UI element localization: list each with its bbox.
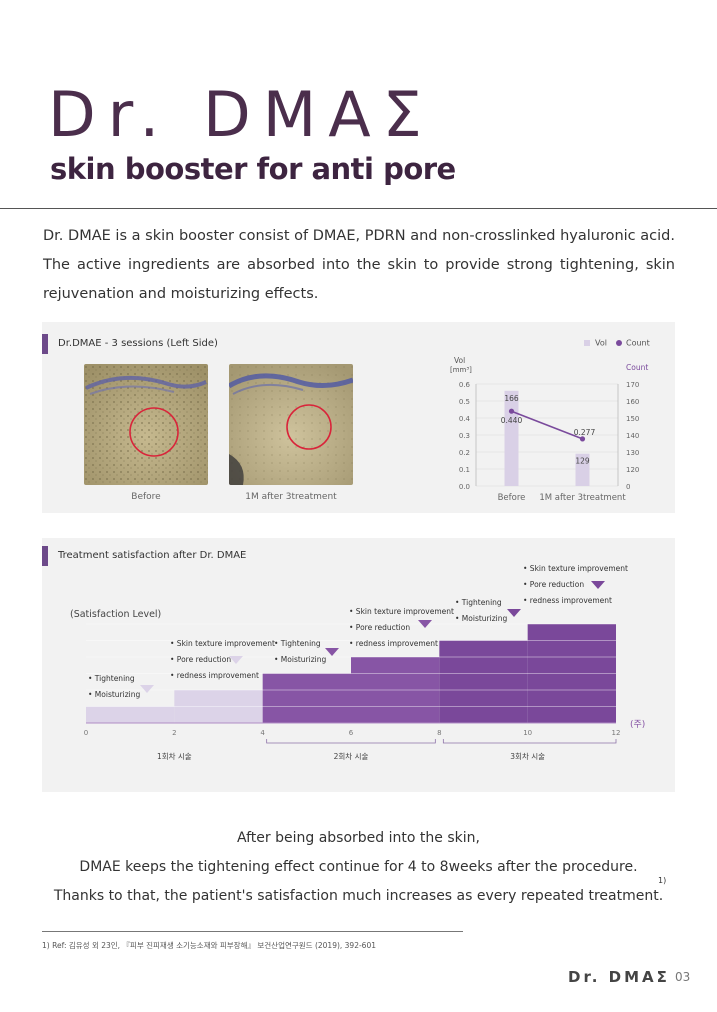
x-axis-unit: (주) — [630, 719, 645, 730]
x-tick-label: 10 — [523, 729, 532, 737]
annotation-item: • redness improvement — [523, 596, 612, 605]
annotation-item: • Tightening — [455, 598, 502, 607]
x-tick-label: 8 — [437, 729, 441, 737]
closing-line-2: DMAE keeps the tightening effect continu… — [79, 859, 638, 875]
session-label: 1회차 시술 — [157, 752, 192, 761]
annotation-item: • Tightening — [274, 639, 321, 648]
y-axis-label: Vol — [454, 356, 465, 365]
y-tick-label: 0.6 — [459, 381, 471, 389]
x-tick-label: 1M after 3treatment — [539, 493, 626, 503]
footnote: 1) Ref: 김유성 외 23인, 『피부 진피재생 소기능소재와 피부장해』… — [42, 941, 376, 950]
y-axis-label-unit: [mm³] — [450, 366, 472, 374]
sessions-panel: Dr.DMAE - 3 sessions (Left Side) Before — [42, 322, 675, 513]
annotation-item: • Skin texture improvement — [170, 639, 275, 648]
annotation-marker — [418, 620, 432, 628]
x-tick-label: 12 — [612, 729, 621, 737]
count-data-label: 166 — [504, 394, 519, 403]
y2-tick-label: 150 — [626, 415, 639, 423]
session-label: 2회차 시술 — [334, 752, 369, 761]
x-tick-label: 6 — [349, 729, 354, 737]
annotation-item: • redness improvement — [349, 639, 438, 648]
annotation-marker — [507, 609, 521, 617]
panel-accent-bar — [42, 334, 48, 354]
y-tick-label: 0.0 — [459, 483, 470, 491]
annotation-item: • Moisturizing — [455, 614, 507, 623]
closing-line-3: Thanks to that, the patient's satisfacti… — [53, 888, 664, 904]
annotation-item: • Moisturizing — [274, 655, 326, 664]
annotation-item: • Pore reduction — [170, 655, 231, 664]
y-tick-label: 0.4 — [459, 415, 471, 423]
satisfaction-chart: (Satisfaction Level) • Tightening • Moist… — [70, 564, 645, 761]
brand-subtitle: skin booster for anti pore — [50, 152, 456, 186]
annotation-marker — [140, 685, 154, 693]
y-tick-label: 0.1 — [459, 466, 470, 474]
footer-brand: Dr. DMAΣ — [568, 968, 670, 986]
closing-text: After being absorbed into the skin, DMAE… — [0, 824, 717, 911]
vol-bar — [504, 390, 519, 486]
y2-tick-label: 160 — [626, 398, 639, 406]
brand-title: Dr. DMAΣ — [48, 78, 434, 151]
y2-axis-label: Count — [626, 363, 648, 372]
x-tick-label: 4 — [260, 729, 265, 737]
footnote-divider — [42, 931, 463, 932]
page-number: 03 — [675, 970, 691, 984]
panel-title: Dr.DMAE - 3 sessions (Left Side) — [58, 338, 218, 349]
before-photo — [84, 364, 208, 485]
y2-tick-label: 140 — [626, 432, 639, 440]
y2-tick-label: 170 — [626, 381, 639, 389]
annotation-item: • redness improvement — [170, 671, 259, 680]
satisfaction-level-label: (Satisfaction Level) — [70, 609, 161, 620]
annotation-marker — [591, 581, 605, 589]
annotation-item: • Moisturizing — [88, 690, 140, 699]
annotation-item: • Tightening — [88, 674, 135, 683]
legend-count-label: Count — [626, 339, 650, 348]
x-tick-label: Before — [498, 493, 526, 503]
after-caption: 1M after 3treatment — [245, 492, 337, 502]
panel-title: Treatment satisfaction after Dr. DMAE — [58, 550, 247, 561]
satisfaction-step — [262, 673, 351, 723]
legend-count-swatch — [616, 340, 622, 346]
session-bracket — [266, 739, 436, 744]
count-point — [508, 408, 515, 414]
vol-data-label: 0.277 — [574, 428, 596, 437]
annotation-marker — [229, 656, 243, 664]
session-bracket — [442, 739, 617, 744]
y2-tick-label: 130 — [626, 449, 639, 457]
count-point — [579, 436, 586, 442]
satisfaction-step — [86, 706, 175, 723]
y-tick-label: 0.2 — [459, 449, 470, 457]
intro-paragraph: Dr. DMAE is a skin booster consist of DM… — [43, 228, 675, 302]
y-tick-label: 0.3 — [459, 432, 470, 440]
annotation-item: • Skin texture improvement — [349, 607, 454, 616]
panel-accent-bar — [42, 546, 48, 566]
annotation-item: • Pore reduction — [349, 623, 410, 632]
x-tick-label: 0 — [84, 729, 88, 737]
count-line — [511, 410, 583, 440]
session-label: 3회차 시술 — [510, 752, 545, 761]
closing-footnote-ref: 1) — [658, 876, 667, 885]
closing-line-1: After being absorbed into the skin, — [237, 830, 480, 846]
count-data-label: 129 — [575, 457, 590, 466]
header-divider — [0, 208, 717, 209]
vol-data-label: 0.440 — [501, 416, 523, 425]
y2-tick-label: 120 — [626, 466, 639, 474]
annotation-item: • Skin texture improvement — [523, 564, 628, 573]
volume-count-chart: Vol Count Vol [mm³] Count 0.6 170 0.5 160 0.… — [450, 339, 650, 504]
before-caption: Before — [131, 492, 161, 502]
vol-bar — [575, 453, 590, 486]
y2-tick-label: 0 — [626, 483, 630, 491]
y-tick-label: 0.5 — [459, 398, 470, 406]
x-tick-label: 2 — [172, 729, 176, 737]
chart-legend: Vol Count — [584, 339, 650, 348]
satisfaction-panel: Treatment satisfaction after Dr. DMAE (S… — [42, 538, 675, 792]
satisfaction-step — [439, 640, 528, 723]
annotation-item: • Pore reduction — [523, 580, 584, 589]
after-photo — [229, 364, 353, 485]
legend-vol-swatch — [584, 340, 590, 346]
annotation-marker — [325, 648, 339, 656]
legend-vol-label: Vol — [595, 339, 607, 348]
